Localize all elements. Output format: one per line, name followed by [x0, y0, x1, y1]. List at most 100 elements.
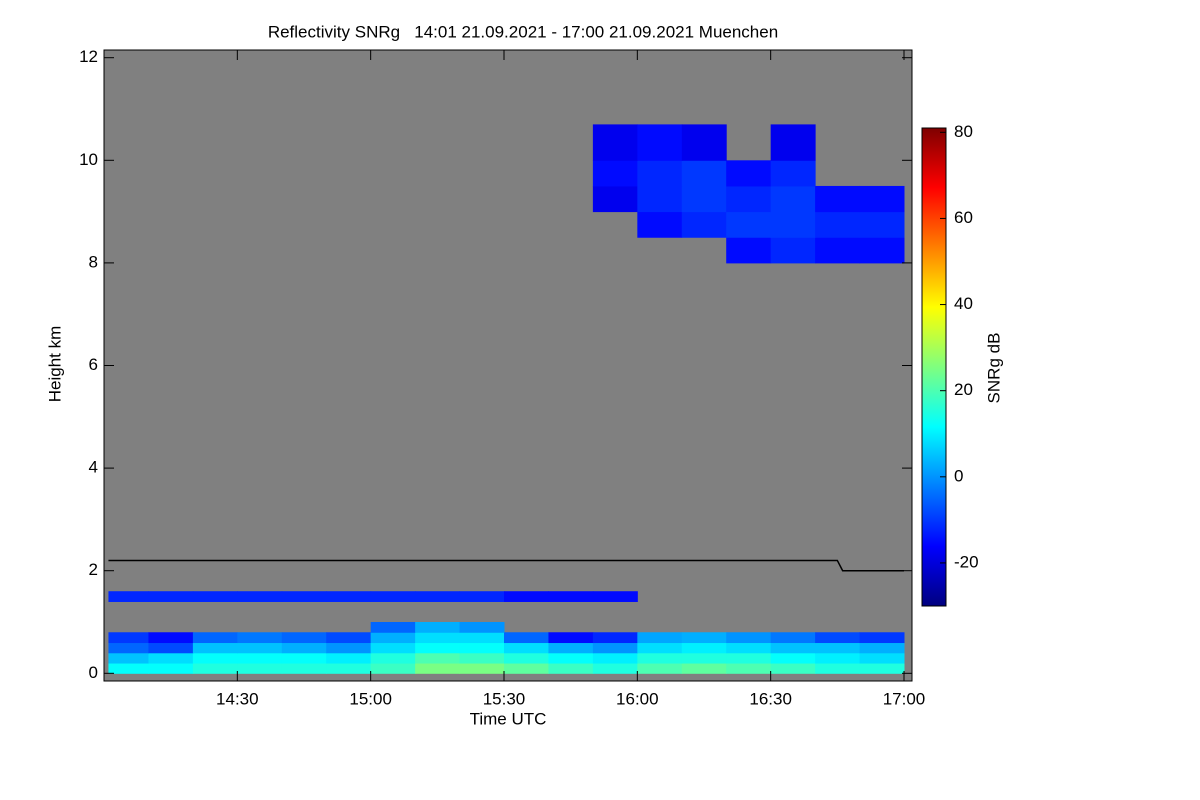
heatmap-cell	[415, 663, 461, 674]
heatmap-cell	[192, 642, 238, 654]
heatmap-cell	[592, 632, 638, 644]
heatmap-cell	[192, 652, 238, 664]
heatmap-cell	[681, 652, 727, 664]
heatmap-cell	[592, 663, 638, 674]
heatmap-cell	[815, 652, 861, 664]
heatmap-cell	[237, 652, 283, 664]
heatmap-cell	[326, 591, 372, 602]
heatmap-cell	[637, 642, 683, 654]
heatmap-cell	[370, 591, 416, 602]
heatmap-cell	[726, 632, 772, 644]
heatmap-cell	[370, 663, 416, 674]
heatmap-cell	[681, 124, 727, 161]
heatmap-cell	[370, 622, 416, 633]
heatmap-cell	[726, 652, 772, 664]
heatmap-cell	[726, 237, 772, 264]
heatmap-cell	[415, 642, 461, 654]
heatmap-cell	[681, 663, 727, 674]
colorbar-tick-label: 60	[954, 208, 973, 227]
colorbar-tick-label: 0	[954, 466, 963, 485]
heatmap-cell	[637, 124, 683, 161]
heatmap-cell	[726, 185, 772, 213]
y-axis-label: Height km	[45, 326, 64, 403]
heatmap-cell	[592, 160, 638, 187]
heatmap-cell	[548, 591, 594, 602]
heatmap-cell	[504, 663, 549, 674]
heatmap-cell	[281, 652, 327, 664]
heatmap-cell	[770, 663, 816, 674]
y-tick-label: 4	[89, 458, 98, 477]
heatmap-cell	[770, 237, 816, 264]
heatmap-cell	[637, 160, 683, 187]
colorbar-tick-label: 80	[954, 122, 973, 141]
heatmap-cell	[859, 185, 905, 213]
heatmap-cell	[726, 211, 772, 238]
heatmap-cell	[770, 124, 816, 161]
heatmap-cell	[681, 211, 727, 238]
heatmap-cell	[459, 632, 505, 644]
heatmap-cell	[770, 652, 816, 664]
heatmap-cell	[237, 642, 283, 654]
heatmap-cell	[637, 663, 683, 674]
heatmap-cell	[281, 591, 327, 602]
heatmap-cell	[459, 652, 505, 664]
heatmap-cell	[681, 185, 727, 213]
heatmap-cell	[637, 211, 683, 238]
heatmap-cell	[108, 591, 149, 602]
heatmap-cell	[815, 632, 861, 644]
heatmap-cell	[859, 663, 905, 674]
heatmap-cell	[192, 663, 238, 674]
heatmap-cell	[681, 160, 727, 187]
x-tick-label: 16:30	[749, 689, 792, 708]
boundary-line	[108, 559, 904, 572]
heatmap-cell	[504, 652, 549, 664]
colorbar	[921, 127, 947, 607]
x-tick-label: 15:00	[349, 689, 392, 708]
heatmap-cell	[592, 642, 638, 654]
heatmap-cell	[770, 642, 816, 654]
heatmap-cell	[592, 591, 638, 602]
y-tick-label: 6	[89, 355, 98, 374]
heatmap-cell	[237, 632, 283, 644]
heatmap-cell	[859, 632, 905, 644]
y-tick-label: 12	[79, 47, 98, 66]
heatmap-cell	[681, 642, 727, 654]
heatmap-cell	[148, 632, 194, 644]
heatmap-cell	[504, 632, 549, 644]
heatmap-cell	[108, 642, 149, 654]
heatmap-cell	[681, 632, 727, 644]
heatmap-cell	[108, 632, 149, 644]
heatmap-cell	[592, 652, 638, 664]
heatmap-cell	[548, 652, 594, 664]
colorbar-tick-label: 40	[954, 294, 973, 313]
y-tick-label: 10	[79, 150, 98, 169]
x-tick-label: 16:00	[616, 689, 659, 708]
heatmap-cell	[548, 642, 594, 654]
x-axis-label: Time UTC	[470, 709, 547, 728]
heatmap-cell	[770, 211, 816, 238]
heatmap-cell	[637, 652, 683, 664]
heatmap-cell	[192, 591, 238, 602]
x-tick-label: 15:30	[483, 689, 526, 708]
heatmap-cell	[326, 652, 372, 664]
colorbar-tick-label: -20	[954, 552, 979, 571]
heatmap-cell	[770, 160, 816, 187]
colorbar-label: SNRg dB	[984, 333, 1003, 404]
heatmap-cell	[592, 124, 638, 161]
heatmap-cell	[504, 642, 549, 654]
heatmap-cell	[281, 642, 327, 654]
heatmap-cell	[459, 591, 505, 602]
y-tick-label: 2	[89, 560, 98, 579]
heatmap-cell	[148, 663, 194, 674]
heatmap-cell	[815, 663, 861, 674]
heatmap-cell	[415, 632, 461, 644]
heatmap-cell	[148, 652, 194, 664]
heatmap-cell	[192, 632, 238, 644]
heatmap-cell	[815, 642, 861, 654]
heatmap-cell	[237, 591, 283, 602]
heatmap-cell	[815, 237, 861, 264]
heatmap-cell	[459, 642, 505, 654]
heatmap-cell	[637, 185, 683, 213]
heatmap-cell	[815, 185, 861, 213]
heatmap-cell	[326, 663, 372, 674]
